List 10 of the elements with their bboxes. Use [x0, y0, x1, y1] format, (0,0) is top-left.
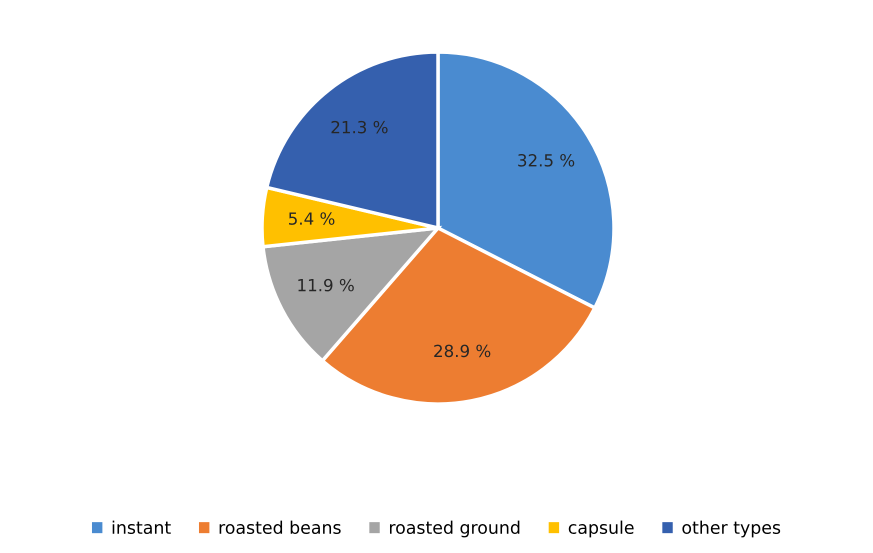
- data-label: 21.3 %: [331, 120, 388, 134]
- data-label: 11.9 %: [298, 278, 354, 292]
- legend-label: roasted ground: [390, 520, 520, 538]
- legend-label: capsule: [568, 520, 634, 538]
- legend-label: roasted beans: [220, 520, 341, 534]
- legend-label: instant: [112, 520, 171, 534]
- data-label: 5.4 %: [288, 212, 334, 225]
- data-label: 32.5 %: [518, 154, 574, 167]
- legend-label: other types: [682, 520, 780, 538]
- data-label: 28.9 %: [434, 344, 490, 358]
